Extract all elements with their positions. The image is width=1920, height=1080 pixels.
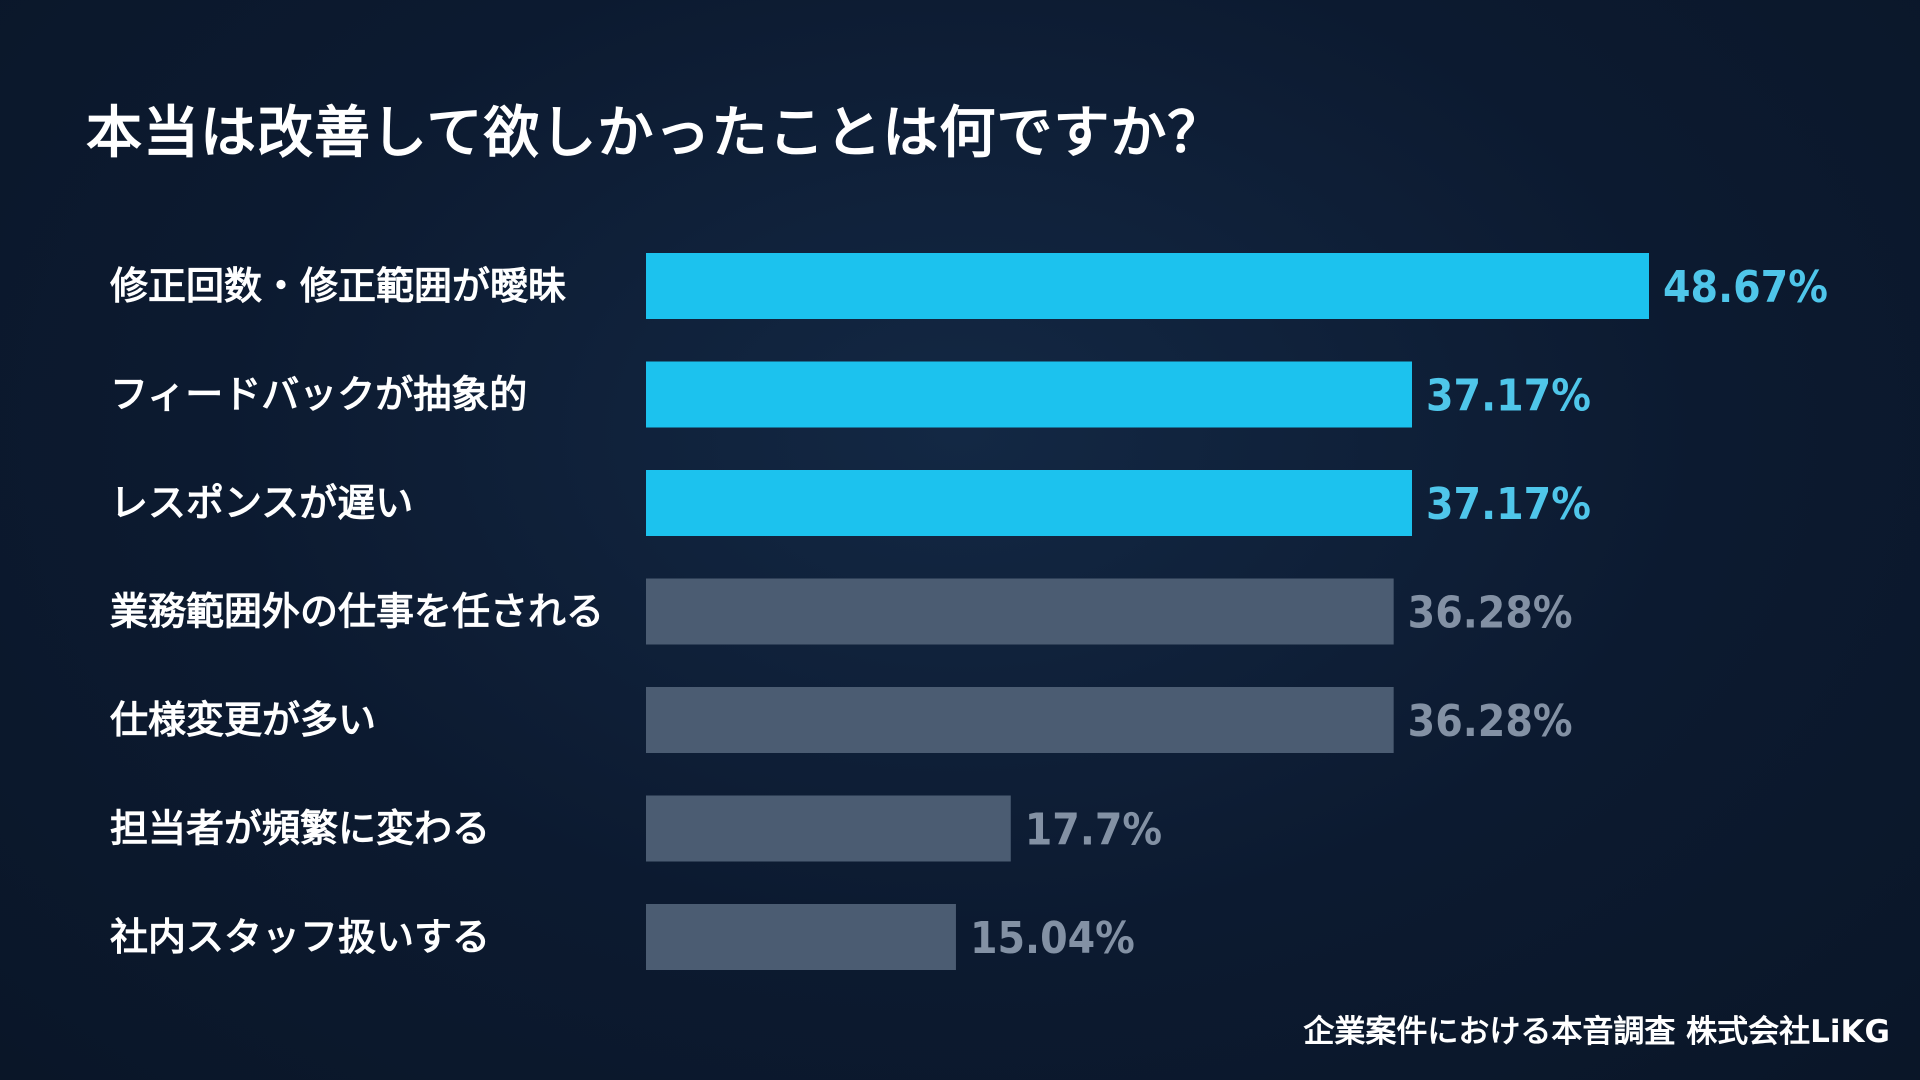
value-label: 15.04%	[970, 913, 1135, 964]
chart-title: 本当は改善して欲しかったことは何ですか？	[86, 101, 1225, 166]
category-label: レスポンスが遅い	[110, 481, 413, 525]
category-label: 修正回数・修正範囲が曖昧	[110, 264, 566, 308]
category-label: 担当者が頻繁に変わる	[110, 807, 490, 851]
value-label: 36.28%	[1408, 696, 1573, 747]
category-label: 社内スタッフ扱いする	[110, 915, 490, 959]
value-label: 17.7%	[1025, 805, 1162, 856]
bar	[646, 361, 1413, 428]
category-label: 仕様変更が多い	[110, 698, 376, 742]
value-label: 37.17%	[1426, 479, 1591, 530]
bar	[646, 795, 1011, 862]
category-label: フィードバックが抽象的	[110, 373, 527, 417]
bar	[646, 687, 1394, 753]
value-label: 37.17%	[1426, 371, 1591, 422]
bar	[646, 470, 1413, 536]
bar	[646, 253, 1649, 319]
category-label: 業務範囲外の仕事を任される	[110, 590, 604, 634]
bar	[646, 904, 956, 970]
footer-credit: 企業案件における本音調査 株式会社LiKG	[1303, 1014, 1890, 1050]
value-label: 48.67%	[1663, 262, 1828, 313]
bar	[646, 578, 1394, 645]
value-label: 36.28%	[1408, 588, 1573, 639]
